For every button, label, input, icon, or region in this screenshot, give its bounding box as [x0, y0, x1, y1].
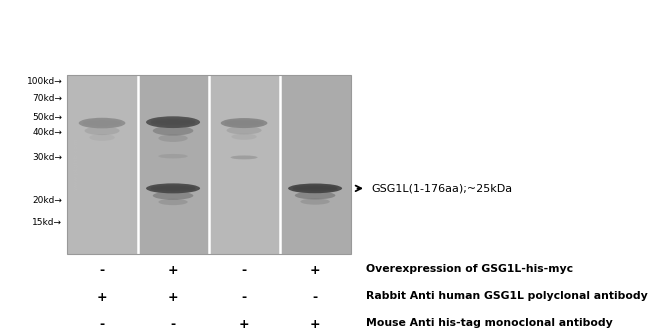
- Ellipse shape: [83, 119, 122, 124]
- Ellipse shape: [83, 118, 122, 124]
- Ellipse shape: [233, 155, 255, 157]
- Text: +: +: [310, 264, 320, 277]
- Ellipse shape: [83, 121, 122, 127]
- Ellipse shape: [225, 123, 263, 128]
- Bar: [66, 75, 138, 254]
- Ellipse shape: [292, 185, 337, 190]
- Ellipse shape: [225, 121, 263, 127]
- Text: +: +: [168, 264, 178, 277]
- Ellipse shape: [84, 126, 120, 135]
- Ellipse shape: [292, 184, 337, 190]
- Ellipse shape: [151, 121, 196, 127]
- Text: GSG1L(1-176aa);~25kDa: GSG1L(1-176aa);~25kDa: [371, 183, 512, 194]
- Ellipse shape: [161, 154, 185, 157]
- Ellipse shape: [159, 154, 188, 158]
- Ellipse shape: [161, 155, 185, 157]
- Ellipse shape: [300, 198, 330, 205]
- Ellipse shape: [151, 186, 196, 191]
- Text: 20kd→: 20kd→: [32, 196, 62, 205]
- Ellipse shape: [83, 122, 122, 128]
- Ellipse shape: [79, 118, 125, 128]
- Ellipse shape: [225, 122, 263, 127]
- Ellipse shape: [151, 183, 196, 189]
- Bar: [66, 75, 350, 254]
- Ellipse shape: [159, 199, 188, 205]
- Ellipse shape: [288, 184, 342, 193]
- Ellipse shape: [146, 183, 200, 194]
- Ellipse shape: [221, 118, 267, 128]
- Ellipse shape: [161, 156, 185, 158]
- Bar: [280, 75, 350, 254]
- Ellipse shape: [90, 134, 114, 141]
- Ellipse shape: [151, 116, 196, 123]
- Text: -: -: [99, 264, 105, 277]
- Ellipse shape: [233, 157, 255, 159]
- Ellipse shape: [292, 187, 337, 193]
- Ellipse shape: [233, 156, 255, 158]
- Ellipse shape: [151, 122, 196, 128]
- Bar: [138, 75, 209, 254]
- Ellipse shape: [227, 126, 261, 134]
- Ellipse shape: [151, 120, 196, 126]
- Ellipse shape: [151, 184, 196, 190]
- Ellipse shape: [151, 118, 196, 125]
- Text: 30kd→: 30kd→: [32, 154, 62, 162]
- Ellipse shape: [231, 133, 257, 140]
- Ellipse shape: [292, 186, 337, 191]
- Ellipse shape: [233, 156, 255, 158]
- Ellipse shape: [151, 188, 196, 194]
- Text: -: -: [242, 291, 246, 304]
- Ellipse shape: [225, 120, 263, 125]
- Ellipse shape: [225, 118, 263, 124]
- Ellipse shape: [225, 120, 263, 126]
- Text: www.ptglab.com: www.ptglab.com: [73, 138, 78, 190]
- Text: +: +: [97, 291, 107, 304]
- Ellipse shape: [161, 155, 185, 158]
- Ellipse shape: [161, 154, 185, 156]
- Text: +: +: [168, 291, 178, 304]
- Ellipse shape: [295, 192, 335, 199]
- Ellipse shape: [146, 116, 200, 128]
- Bar: [209, 75, 280, 254]
- Text: -: -: [99, 318, 105, 328]
- Ellipse shape: [292, 186, 337, 192]
- Ellipse shape: [233, 156, 255, 158]
- Text: +: +: [310, 318, 320, 328]
- Ellipse shape: [231, 155, 257, 159]
- Ellipse shape: [292, 188, 337, 193]
- Ellipse shape: [153, 126, 193, 135]
- Text: Rabbit Anti human GSG1L polyclonal antibody: Rabbit Anti human GSG1L polyclonal antib…: [366, 291, 647, 301]
- Ellipse shape: [159, 134, 188, 142]
- Ellipse shape: [151, 185, 196, 190]
- Ellipse shape: [153, 192, 193, 200]
- Ellipse shape: [225, 119, 263, 124]
- Ellipse shape: [161, 155, 185, 158]
- Ellipse shape: [292, 184, 337, 189]
- Text: Mouse Anti his-tag monoclonal antibody: Mouse Anti his-tag monoclonal antibody: [366, 318, 613, 328]
- Text: -: -: [170, 318, 176, 328]
- Ellipse shape: [151, 119, 196, 125]
- Text: 50kd→: 50kd→: [32, 113, 62, 122]
- Ellipse shape: [233, 157, 255, 159]
- Ellipse shape: [161, 154, 185, 157]
- Ellipse shape: [151, 117, 196, 124]
- Text: Overexpression of GSG1L-his-myc: Overexpression of GSG1L-his-myc: [366, 264, 573, 274]
- Ellipse shape: [233, 157, 255, 159]
- Text: 70kd→: 70kd→: [32, 93, 62, 103]
- Text: +: +: [239, 318, 250, 328]
- Ellipse shape: [83, 119, 122, 125]
- Text: 100kd→: 100kd→: [27, 77, 62, 86]
- Text: -: -: [242, 264, 246, 277]
- Text: 15kd→: 15kd→: [32, 218, 62, 227]
- Text: -: -: [313, 291, 318, 304]
- Ellipse shape: [83, 123, 122, 128]
- Ellipse shape: [151, 187, 196, 193]
- Text: 40kd→: 40kd→: [32, 128, 62, 136]
- Ellipse shape: [151, 186, 196, 192]
- Ellipse shape: [83, 120, 122, 126]
